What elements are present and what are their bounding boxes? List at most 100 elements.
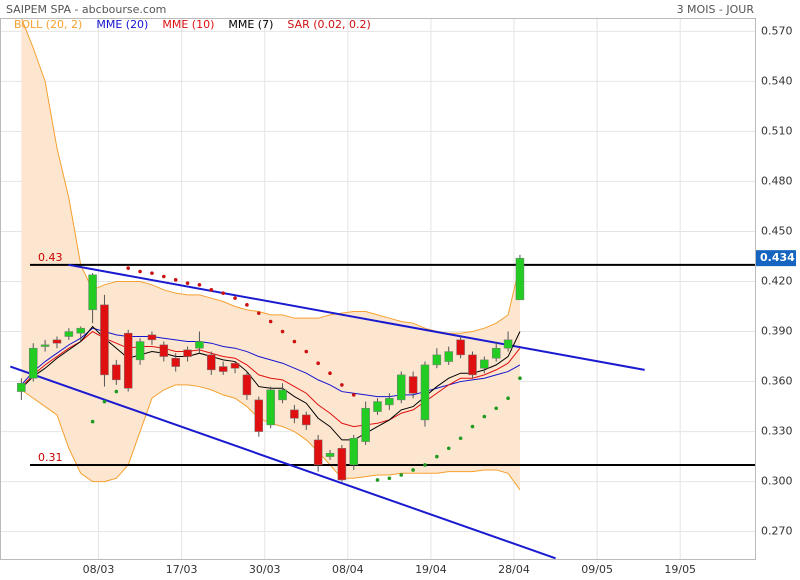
candle-body bbox=[396, 374, 406, 401]
candle-body bbox=[420, 364, 430, 421]
sar-dot bbox=[411, 468, 415, 472]
y-tick-label: 0.330 bbox=[761, 425, 793, 438]
candle-body bbox=[40, 344, 50, 347]
sar-dot bbox=[506, 396, 510, 401]
sar-dot bbox=[221, 291, 225, 295]
legend-entry: BOLL (20, 2) bbox=[14, 18, 82, 31]
bollinger-fill bbox=[21, 18, 520, 490]
x-tick-label: 09/05 bbox=[581, 563, 613, 576]
candle-body bbox=[135, 341, 145, 361]
sar-dot bbox=[233, 296, 237, 300]
candle-body bbox=[302, 414, 311, 426]
sar-dot bbox=[304, 349, 309, 354]
sar-dot bbox=[423, 463, 427, 467]
sar-dot bbox=[458, 436, 463, 441]
candle-body bbox=[218, 366, 228, 372]
legend-entry: MME (20) bbox=[96, 18, 148, 31]
candle-body bbox=[349, 438, 359, 466]
sar-dot bbox=[470, 424, 475, 429]
sar-dot bbox=[340, 383, 344, 387]
sar-dot bbox=[114, 389, 119, 394]
sar-dot bbox=[90, 419, 95, 424]
candle-body bbox=[17, 382, 26, 392]
candle-body bbox=[230, 362, 240, 369]
candle-body bbox=[195, 341, 204, 349]
candle-body bbox=[385, 397, 394, 406]
y-tick-label: 0.270 bbox=[761, 525, 793, 538]
candle-body bbox=[64, 331, 74, 337]
sar-dot bbox=[245, 303, 249, 307]
sar-dot bbox=[256, 311, 261, 315]
sar-dot bbox=[435, 454, 439, 459]
candle-body bbox=[52, 339, 62, 344]
candle-body bbox=[337, 448, 347, 481]
candle-body bbox=[361, 407, 370, 442]
sar-dot bbox=[150, 271, 154, 275]
sar-dot bbox=[446, 446, 451, 451]
y-tick-label: 0.570 bbox=[761, 24, 793, 37]
sar-dot bbox=[387, 476, 392, 481]
candle-body bbox=[503, 339, 513, 349]
y-tick-label: 0.420 bbox=[761, 274, 793, 287]
x-tick-label: 19/04 bbox=[415, 563, 447, 576]
y-tick-label: 0.300 bbox=[761, 475, 793, 488]
candle-body bbox=[491, 347, 501, 359]
sar-dot bbox=[268, 319, 273, 324]
chart-title: SAIPEM SPA - abcbourse.com bbox=[6, 3, 166, 16]
candle-body bbox=[313, 439, 323, 466]
candle-body bbox=[408, 376, 418, 394]
sar-dot bbox=[138, 269, 142, 274]
horizontal-line-label: 0.43 bbox=[38, 251, 63, 264]
sar-dot bbox=[494, 406, 499, 411]
candle-body bbox=[480, 359, 489, 369]
x-tick-label: 08/03 bbox=[83, 563, 115, 576]
price-tag bbox=[756, 250, 796, 267]
sar-dot bbox=[209, 288, 214, 292]
candle-body bbox=[112, 364, 121, 381]
sar-dot bbox=[316, 361, 320, 366]
y-tick-label: 0.480 bbox=[761, 174, 793, 187]
sar-dot bbox=[375, 478, 380, 482]
y-tick-label: 0.360 bbox=[761, 375, 793, 388]
sar-dot bbox=[518, 376, 522, 381]
y-tick-label: 0.540 bbox=[761, 74, 793, 87]
candle-body bbox=[242, 374, 252, 396]
legend-entry: SAR (0.02, 0.2) bbox=[287, 18, 370, 31]
candle-body bbox=[88, 274, 97, 311]
sar-dot bbox=[126, 266, 131, 270]
plot-frame bbox=[0, 18, 756, 560]
trendline bbox=[68, 263, 645, 371]
y-tick-label: 0.390 bbox=[761, 325, 793, 338]
sar-dot bbox=[351, 393, 356, 397]
trendline bbox=[9, 365, 556, 560]
sar-dot bbox=[102, 399, 107, 404]
candle-body bbox=[432, 354, 442, 366]
legend-entry: MME (10) bbox=[162, 18, 214, 31]
x-tick-label: 19/05 bbox=[664, 563, 696, 576]
sar-dot bbox=[173, 278, 178, 282]
sar-dot bbox=[197, 283, 202, 287]
sar-dot bbox=[482, 414, 487, 419]
sar-dot bbox=[280, 329, 285, 334]
candle-body bbox=[100, 304, 109, 376]
sar-dot bbox=[399, 473, 404, 477]
candle-body bbox=[373, 401, 382, 412]
x-tick-label: 08/04 bbox=[332, 563, 364, 576]
candle-body bbox=[456, 339, 465, 356]
candle-body bbox=[278, 389, 287, 401]
candle-body bbox=[515, 257, 525, 301]
candle-body bbox=[207, 354, 216, 371]
candle-body bbox=[28, 347, 38, 379]
candle-body bbox=[183, 349, 192, 357]
sar-dot bbox=[292, 339, 297, 344]
legend-entry: MME (7) bbox=[228, 18, 273, 31]
candle-body bbox=[159, 344, 169, 357]
sar-dot bbox=[328, 371, 332, 376]
candle-body bbox=[290, 409, 299, 419]
candle-body bbox=[444, 351, 453, 362]
candle-body bbox=[325, 453, 335, 457]
x-tick-label: 30/03 bbox=[249, 563, 281, 576]
sar-dot bbox=[162, 274, 166, 279]
